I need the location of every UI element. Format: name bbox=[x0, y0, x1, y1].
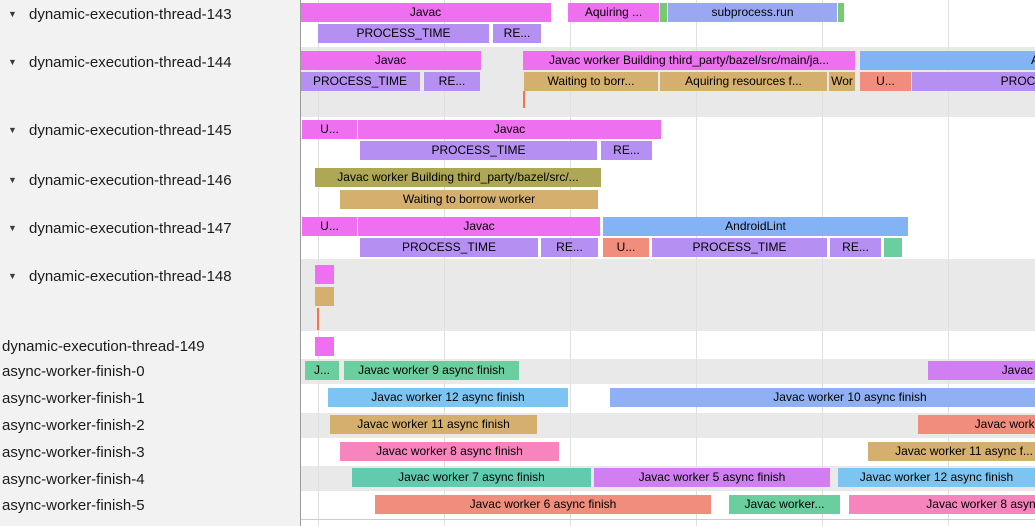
track-label-row[interactable]: async-worker-finish-2 bbox=[2, 415, 145, 435]
collapse-arrow-icon[interactable]: ▼ bbox=[8, 57, 17, 67]
track-label-row[interactable]: ▼ dynamic-execution-thread-145 bbox=[8, 120, 232, 140]
timeline-slice[interactable] bbox=[884, 238, 902, 257]
timeline-slice[interactable]: Javac worker Building third_party/bazel/… bbox=[315, 168, 601, 187]
track-bottom-border bbox=[300, 519, 1035, 520]
gridline bbox=[948, 0, 949, 526]
timeline-slice[interactable]: Javac worker 11 async f... bbox=[868, 442, 1035, 461]
timeline-slice[interactable]: RE... bbox=[601, 141, 652, 160]
track-label-row[interactable]: ▼ dynamic-execution-thread-148 bbox=[8, 266, 232, 286]
timeline-slice[interactable]: Javac worker 9 async finish bbox=[344, 361, 519, 380]
gridline bbox=[444, 0, 445, 526]
track-label-text: async-worker-finish-2 bbox=[2, 416, 145, 434]
timeline-slice[interactable]: PROCE... bbox=[912, 72, 1035, 91]
timeline-slice[interactable]: PROCESS_TIME bbox=[360, 238, 538, 257]
collapse-arrow-icon[interactable]: ▼ bbox=[8, 9, 17, 19]
timeline-slice[interactable]: Javac w... bbox=[928, 361, 1035, 380]
track-label-text: dynamic-execution-thread-149 bbox=[2, 337, 205, 355]
timeline-slice[interactable]: Aquiring resources f... bbox=[660, 72, 827, 91]
track-label-text: async-worker-finish-1 bbox=[2, 389, 145, 407]
track-label-text: async-worker-finish-0 bbox=[2, 362, 145, 380]
gridline bbox=[570, 0, 571, 526]
timeline-slice[interactable]: U... bbox=[302, 120, 357, 139]
timeline-slice[interactable] bbox=[838, 3, 844, 22]
timeline-slice[interactable]: U... bbox=[302, 217, 357, 236]
track-label-row[interactable]: ▼ dynamic-execution-thread-143 bbox=[8, 4, 232, 24]
timeline-slice[interactable]: Javac worker 8 async... bbox=[849, 495, 1035, 514]
collapse-arrow-icon[interactable]: ▼ bbox=[8, 175, 17, 185]
timeline-slice[interactable]: subprocess.run bbox=[668, 3, 837, 22]
track-label-row[interactable]: ▼ dynamic-execution-thread-144 bbox=[8, 52, 232, 72]
track-label-text: dynamic-execution-thread-143 bbox=[29, 5, 232, 23]
instant-marker bbox=[317, 308, 319, 330]
timeline-canvas[interactable]: Javac Aquiring ... subprocess.run PROCESS_T… bbox=[300, 0, 1035, 526]
timeline-slice[interactable] bbox=[315, 265, 334, 284]
timeline-slice[interactable]: Javac worker 10 async finish bbox=[610, 388, 1035, 407]
panel-divider[interactable] bbox=[300, 0, 301, 526]
collapse-arrow-icon[interactable]: ▼ bbox=[8, 125, 17, 135]
track-label-text: dynamic-execution-thread-147 bbox=[29, 219, 232, 237]
timeline-slice[interactable]: U... bbox=[860, 72, 911, 91]
track-label-row[interactable]: async-worker-finish-0 bbox=[2, 361, 145, 381]
track-background-band bbox=[300, 259, 1035, 331]
timeline-slice[interactable]: J... bbox=[305, 361, 339, 380]
timeline-slice[interactable]: Javac bbox=[358, 120, 661, 139]
timeline-slice[interactable] bbox=[315, 337, 334, 356]
timeline-slice[interactable] bbox=[660, 3, 667, 22]
timeline-slice[interactable]: PROCESS_TIME bbox=[652, 238, 827, 257]
timeline-slice[interactable]: Waiting to borr... bbox=[524, 72, 658, 91]
timeline-slice[interactable] bbox=[315, 287, 334, 306]
timeline-slice[interactable]: Javac worker 12 async finish bbox=[838, 468, 1035, 487]
collapse-arrow-icon[interactable]: ▼ bbox=[8, 271, 17, 281]
timeline-slice[interactable]: Javac bbox=[358, 217, 600, 236]
timeline-slice[interactable]: AndroidLint bbox=[603, 217, 908, 236]
track-label-text: dynamic-execution-thread-148 bbox=[29, 267, 232, 285]
track-label-row[interactable]: ▼ dynamic-execution-thread-147 bbox=[8, 218, 232, 238]
track-label-row[interactable]: async-worker-finish-1 bbox=[2, 388, 145, 408]
track-label-text: dynamic-execution-thread-146 bbox=[29, 171, 232, 189]
track-label-row[interactable]: dynamic-execution-thread-149 bbox=[2, 336, 205, 356]
timeline-slice[interactable]: Aquiring ... bbox=[568, 3, 659, 22]
timeline-slice[interactable]: RE... bbox=[424, 72, 480, 91]
track-label-text: dynamic-execution-thread-144 bbox=[29, 53, 232, 71]
timeline-slice[interactable]: Waiting to borrow worker bbox=[340, 190, 598, 209]
timeline-slice[interactable]: Javac worker Building third_party/bazel/… bbox=[523, 51, 855, 70]
collapse-arrow-icon[interactable]: ▼ bbox=[8, 223, 17, 233]
track-label-row[interactable]: async-worker-finish-5 bbox=[2, 495, 145, 515]
timeline-slice[interactable]: Javac bbox=[300, 51, 481, 70]
timeline-slice[interactable]: RE... bbox=[830, 238, 881, 257]
timeline-slice[interactable]: Javac worker... bbox=[729, 495, 840, 514]
gridline bbox=[822, 0, 823, 526]
timeline-slice[interactable]: A... bbox=[860, 51, 1035, 70]
timeline-slice[interactable]: Javac worker 5 async finish bbox=[594, 468, 830, 487]
timeline-slice[interactable]: Wor bbox=[829, 72, 855, 91]
timeline-slice[interactable]: Javac worker 6 async finish bbox=[375, 495, 711, 514]
track-label-row[interactable]: async-worker-finish-3 bbox=[2, 442, 145, 462]
gridline bbox=[318, 0, 319, 526]
instant-marker bbox=[523, 91, 525, 108]
track-label-panel: ▼ dynamic-execution-thread-143 ▼ dynamic-ex… bbox=[0, 0, 300, 526]
timeline-slice[interactable]: Javac worker 7 async finish bbox=[352, 468, 591, 487]
timeline-slice[interactable]: PROCESS_TIME bbox=[300, 72, 420, 91]
timeline-slice[interactable]: Javac worker 12 async finish bbox=[328, 388, 568, 407]
track-label-text: async-worker-finish-4 bbox=[2, 470, 145, 488]
timeline-slice[interactable]: Javac worke... bbox=[918, 415, 1035, 434]
track-label-text: async-worker-finish-5 bbox=[2, 496, 145, 514]
timeline-slice[interactable]: PROCESS_TIME bbox=[360, 141, 597, 160]
timeline-slice[interactable]: Javac worker 11 async finish bbox=[330, 415, 537, 434]
timeline-slice[interactable]: PROCESS_TIME bbox=[318, 24, 489, 43]
track-label-row[interactable]: ▼ dynamic-execution-thread-146 bbox=[8, 170, 232, 190]
timeline-slice[interactable]: RE... bbox=[493, 24, 541, 43]
timeline-slice[interactable]: Javac worker 8 async finish bbox=[340, 442, 559, 461]
track-label-text: dynamic-execution-thread-145 bbox=[29, 121, 232, 139]
gridline bbox=[696, 0, 697, 526]
timeline-slice[interactable]: Javac bbox=[300, 3, 551, 22]
timeline-slice[interactable]: U... bbox=[603, 238, 649, 257]
timeline-slice[interactable]: RE... bbox=[541, 238, 598, 257]
track-label-row[interactable]: async-worker-finish-4 bbox=[2, 469, 145, 489]
track-label-text: async-worker-finish-3 bbox=[2, 443, 145, 461]
